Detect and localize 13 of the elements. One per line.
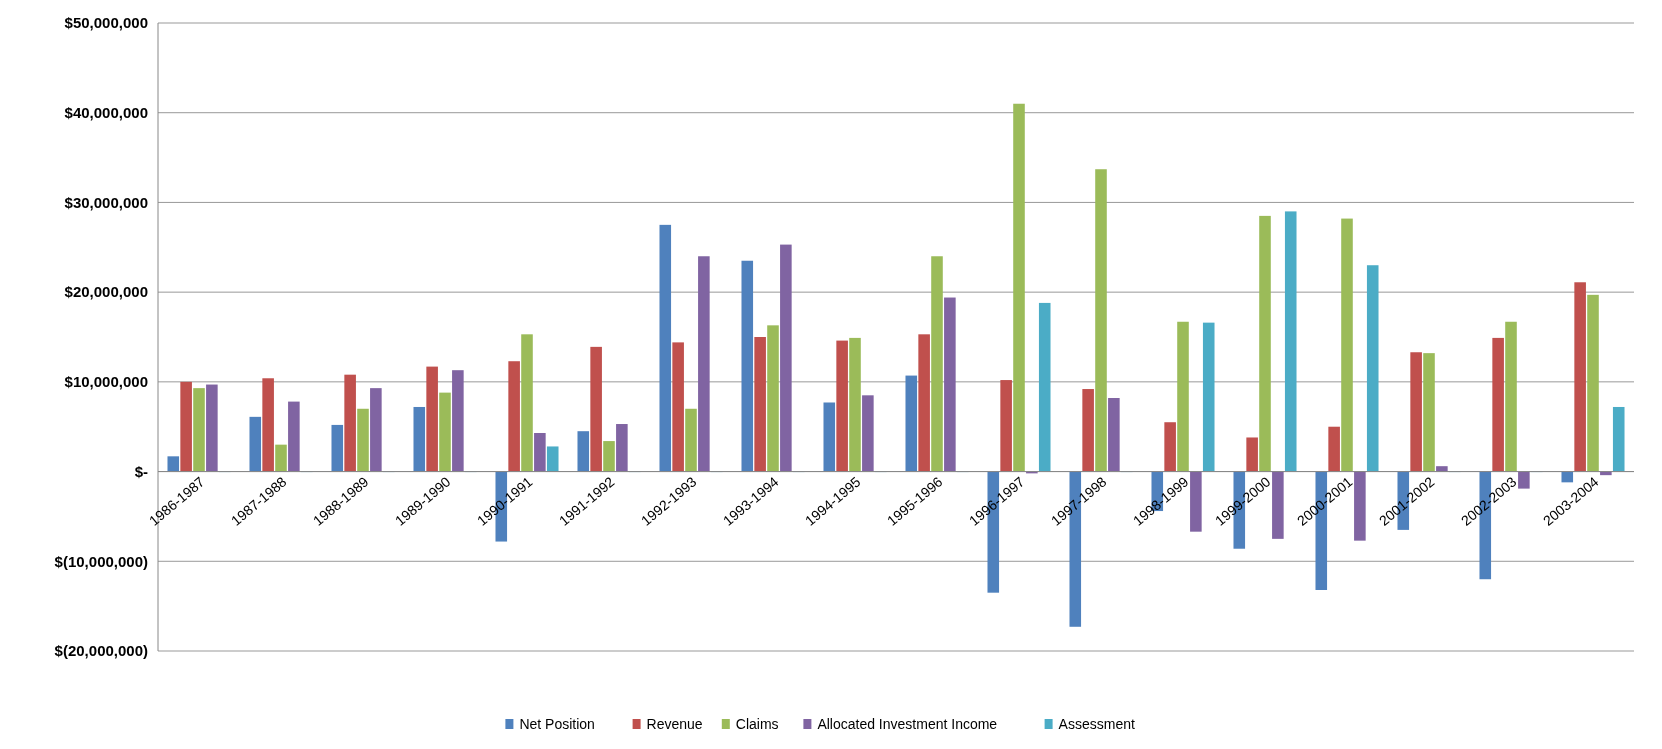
y-tick-label: $10,000,000	[64, 373, 148, 391]
legend-label: Assessment	[1058, 716, 1135, 732]
legend-label: Claims	[735, 716, 779, 732]
y-tick-label: $20,000,000	[64, 283, 148, 301]
y-tick-label: $30,000,000	[64, 193, 148, 211]
y-tick-label: $50,000,000	[64, 14, 148, 32]
y-tick-label: $(10,000,000)	[54, 552, 148, 570]
legend-label: Net Position	[519, 716, 595, 732]
legend-label: Allocated Investment Income	[817, 716, 998, 732]
y-tick-label: $40,000,000	[64, 103, 148, 121]
legend-label: Revenue	[646, 716, 703, 732]
y-tick-label: $(20,000,000)	[54, 642, 148, 660]
y-tick-label: $-	[134, 462, 148, 480]
